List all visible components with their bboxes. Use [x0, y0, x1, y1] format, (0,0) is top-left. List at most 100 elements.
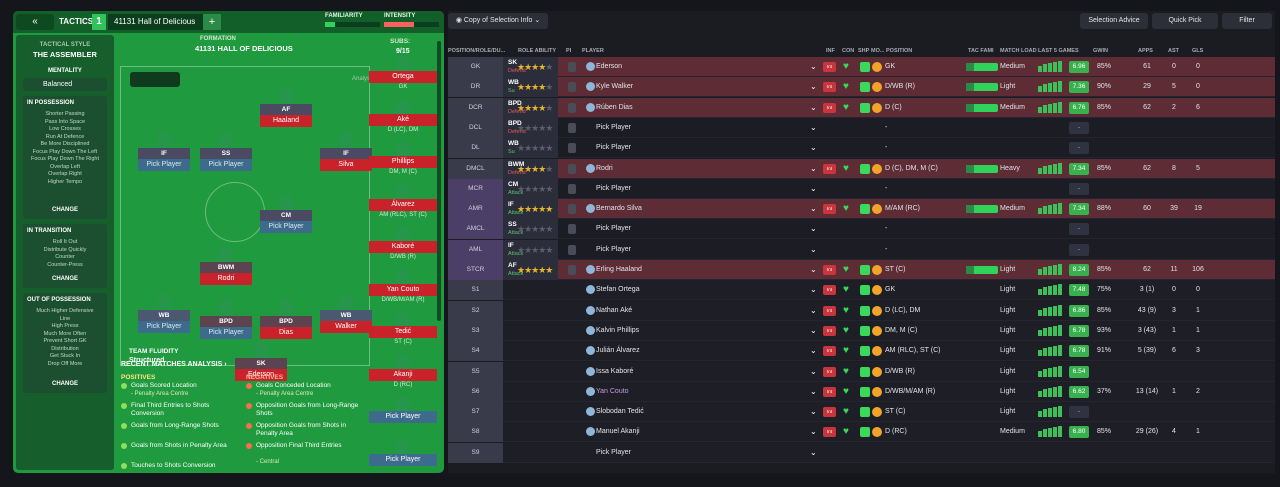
player-name[interactable]: Kalvin Phillips [596, 326, 640, 334]
position-cell[interactable]: AMR [448, 199, 503, 220]
sub-slot[interactable]: Álvarez AM (RLC), ST (C) [369, 184, 437, 220]
player-role[interactable]: BPD [260, 316, 312, 327]
add-tactic-button[interactable]: + [203, 14, 221, 30]
player-name[interactable]: Ederson [235, 369, 287, 381]
player-dropdown-chevron-icon[interactable]: ⌄ [810, 447, 817, 457]
player-name[interactable]: Pick Player [596, 123, 632, 131]
player-instructions-icon[interactable] [568, 183, 576, 194]
filter-button[interactable]: Filter [1222, 13, 1272, 29]
player-name[interactable]: Pick Player [596, 448, 632, 456]
player-instructions-icon[interactable] [568, 204, 576, 215]
formation-name[interactable]: 41131 HALL OF DELICIOUS [195, 44, 293, 53]
player-name[interactable]: Yan Couto [596, 387, 629, 395]
table-row[interactable]: S7 Slobodan Tedić ⌄ Int ♥ ST (C) Light - [448, 402, 1275, 423]
player-dropdown-chevron-icon[interactable]: ⌄ [810, 102, 817, 112]
player-name[interactable]: Pick Player [596, 144, 632, 152]
player-name[interactable]: Pick Player [200, 159, 252, 171]
position-cell[interactable]: S4 [448, 341, 503, 362]
player-name[interactable]: Ederson [596, 63, 623, 70]
analysis-toggle[interactable]: Analysis [352, 76, 375, 82]
player-name[interactable]: Pick Player [596, 184, 632, 192]
player-slot[interactable]: BPD Dias [260, 300, 312, 339]
player-instructions-icon[interactable] [568, 224, 576, 235]
player-name[interactable]: Manuel Akanji [596, 428, 640, 436]
sub-slot[interactable]: Ortega GK [369, 57, 437, 92]
role-cell[interactable]: WB Su [503, 138, 558, 159]
selection-advice-button[interactable]: Selection Advice [1080, 13, 1148, 29]
player-name[interactable]: Walker [320, 321, 372, 333]
player-role[interactable]: BWM [200, 262, 252, 273]
player-role[interactable]: CM [260, 210, 312, 221]
position-cell[interactable]: S9 [448, 442, 503, 463]
sub-slot[interactable]: Akanji D (RC) [369, 354, 437, 390]
sub-name[interactable]: Álvarez [369, 198, 437, 211]
player-instructions-icon[interactable] [568, 82, 576, 93]
sub-name[interactable]: Akanji [369, 368, 437, 381]
back-button[interactable]: « [16, 14, 54, 30]
column-header[interactable]: CON [842, 48, 855, 54]
player-dropdown-chevron-icon[interactable]: ⌄ [810, 305, 817, 315]
player-role[interactable]: IF [320, 148, 372, 159]
player-dropdown-chevron-icon[interactable]: ⌄ [810, 427, 817, 437]
sub-slot[interactable]: Aké D (LC), DM [369, 99, 437, 135]
role-cell[interactable]: WB Su [503, 77, 558, 98]
player-name[interactable]: Pick Player [596, 225, 632, 233]
table-row[interactable]: AMR IF Attack ★★★★★ Bernardo Silva ⌄ Int ♥ M/AM … [448, 199, 1275, 220]
player-instructions-icon[interactable] [568, 244, 576, 255]
player-dropdown-chevron-icon[interactable]: ⌄ [810, 346, 817, 356]
view-dropdown[interactable]: ◉ Copy of Selection Info ⌄ [448, 13, 548, 29]
player-name[interactable]: Pick Player [596, 245, 632, 253]
table-row[interactable]: DMCL BWM Defend ★★★★★ Rodri ⌄ Int ♥ D (C), DM, M… [448, 158, 1275, 179]
player-dropdown-chevron-icon[interactable]: ⌄ [810, 122, 817, 132]
view-toggle[interactable] [130, 72, 180, 87]
player-name[interactable]: Pick Player [200, 327, 252, 339]
sub-slot[interactable]: Pick Player [369, 397, 437, 432]
change-out-of-possession-button[interactable]: CHANGE [51, 381, 78, 387]
column-header[interactable]: GLS [1192, 48, 1204, 54]
position-cell[interactable]: S8 [448, 422, 503, 443]
player-dropdown-chevron-icon[interactable]: ⌄ [810, 82, 817, 92]
table-row[interactable]: DR WB Su ★★★★★ Kyle Walker ⌄ Int ♥ D/WB (R) Light… [448, 77, 1275, 98]
player-slot[interactable]: BPD Pick Player [200, 300, 252, 339]
player-instructions-icon[interactable] [568, 265, 576, 275]
sub-name[interactable]: Ortega [369, 71, 437, 83]
role-cell[interactable]: AF Attack [503, 260, 558, 280]
player-slot[interactable]: BWM Rodri [200, 246, 252, 285]
player-dropdown-chevron-icon[interactable]: ⌄ [810, 244, 817, 254]
table-row[interactable]: S9 Pick Player ⌄ [448, 442, 1275, 463]
sub-name[interactable]: Pick Player [369, 453, 437, 466]
player-dropdown-chevron-icon[interactable]: ⌄ [810, 204, 817, 214]
position-cell[interactable]: DL [448, 138, 503, 159]
position-cell[interactable]: S1 [448, 280, 503, 301]
column-header[interactable]: GWIN [1093, 48, 1108, 54]
role-cell[interactable]: SK Defend [503, 57, 558, 77]
table-row[interactable]: DCR BPD Defend ★★★★★ Rúben Dias ⌄ Int ♥ D (C) Med… [448, 97, 1275, 118]
player-name[interactable]: Nathan Aké [596, 306, 633, 314]
tactic-slot-number[interactable]: 1 [92, 14, 106, 30]
column-header[interactable]: MO... [871, 48, 885, 54]
player-dropdown-chevron-icon[interactable]: ⌄ [810, 62, 817, 71]
table-row[interactable]: S8 Manuel Akanji ⌄ Int ♥ D (RC) Medium 6.80 85% 2… [448, 422, 1275, 443]
table-row[interactable]: DL WB Su ★★★★★ Pick Player ⌄ - - [448, 138, 1275, 159]
table-row[interactable]: S4 Julián Álvarez ⌄ Int ♥ AM (RLC), ST (C) Lig… [448, 341, 1275, 362]
position-cell[interactable]: GK [448, 57, 503, 77]
position-cell[interactable]: S2 [448, 300, 503, 321]
change-in-transition-button[interactable]: CHANGE [51, 276, 78, 282]
player-role[interactable]: IF [138, 148, 190, 159]
table-row[interactable]: AMCL SS Attack ★★★★★ Pick Player ⌄ - - [448, 219, 1275, 240]
player-slot[interactable]: WB Walker [320, 294, 372, 333]
analysis-title[interactable]: RECENT MATCHES ANALYSIS › [121, 361, 227, 368]
player-name[interactable]: Rodri [596, 164, 613, 172]
player-slot[interactable]: IF Silva [320, 132, 372, 171]
mentality-dropdown[interactable]: Balanced [23, 78, 107, 91]
role-cell[interactable]: BWM Defend [503, 158, 558, 179]
position-cell[interactable]: DR [448, 77, 503, 98]
position-cell[interactable]: S6 [448, 381, 503, 402]
player-role[interactable]: WB [320, 310, 372, 321]
sub-name[interactable]: Pick Player [369, 411, 437, 423]
position-cell[interactable]: S5 [448, 361, 503, 382]
player-dropdown-chevron-icon[interactable]: ⌄ [810, 265, 817, 274]
column-header[interactable]: MATCH LOAD [1000, 48, 1037, 54]
player-name[interactable]: Rodri [200, 273, 252, 285]
table-row[interactable]: GK SK Defend ★★★★★ Ederson ⌄ Int ♥ GK Medium 6.96 8… [448, 57, 1275, 77]
